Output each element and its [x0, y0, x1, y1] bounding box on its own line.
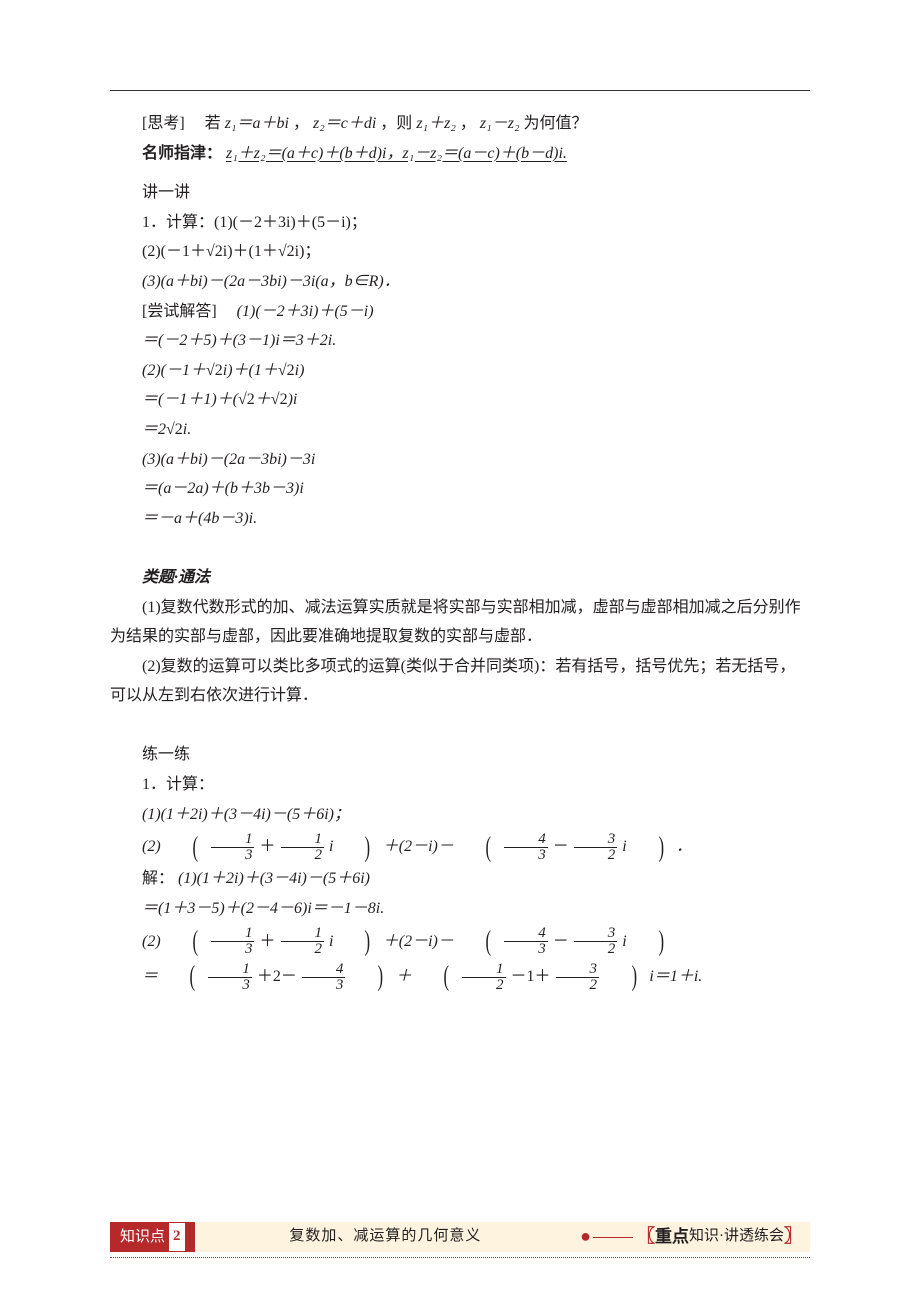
method-p1: (1)复数代数形式的加、减法运算实质就是将实部与实部相加减，虚部与虚部相加减之后…: [110, 593, 810, 652]
knowledge-label: 知识点 2: [110, 1222, 195, 1252]
sikao-label: [思考]: [142, 115, 201, 132]
left-bracket-icon: 〖: [637, 1220, 655, 1253]
knowledge-right: ● 〖 重点 知识·讲透练会 〗: [576, 1222, 810, 1252]
knowledge-number: 2: [169, 1223, 185, 1251]
frac-3-2: 32: [574, 832, 618, 863]
jiang-header: 讲一讲: [110, 178, 810, 208]
teacher-label: 名师指津：: [142, 145, 222, 162]
method-p2: (2)复数的运算可以类比多项式的运算(类似于合并同类项)：若有括号，括号优先；若…: [110, 652, 810, 711]
solution-line1b: ＝(1＋3－5)＋(2－4－6)i＝－1－8i.: [110, 894, 810, 924]
sol-label: 解：: [142, 870, 174, 887]
a1-l4: ＝2√2i.: [110, 415, 810, 445]
practice-q2: (2) ( 13 ＋ 12 i ) ＋(2－i)－ ( 43 － 32 i ) …: [110, 829, 810, 864]
teacher-tip: 名师指津： z₁＋z₂＝(a＋c)＋(b＋d)i，z₁－z₂＝(a－c)＋(b－…: [110, 139, 810, 169]
solution-line2: (2) ( 13 ＋ 12 i ) ＋(2－i)－ ( 43 － 32 i ): [110, 924, 810, 959]
method-title: 类题·通法: [110, 563, 810, 593]
bullet-icon: ●: [580, 1220, 591, 1253]
problem1-line1: 1．计算：(1)(－2＋3i)＋(5－i)；: [110, 208, 810, 238]
sikao-line: [思考] 若 z₁＝a＋bi ， z₂＝c＋di ，则 z₁＋z₂ ， z₁－z…: [110, 109, 810, 139]
solution-line3: ＝ ( 13 ＋2－ 43 ) ＋ ( 12 －1＋ 32 ) i＝1＋i.: [110, 959, 810, 994]
top-rule: [110, 90, 810, 91]
practice-q1: (1)(1＋2i)＋(3－4i)－(5＋6i)；: [110, 800, 810, 830]
problem1-line3: (3)(a＋bi)－(2a－3bi)－3i(a，b∈R)．: [110, 267, 810, 297]
a1-l1: ＝(－2＋5)＋(3－1)i＝3＋2i.: [110, 326, 810, 356]
practice-p1: 1．计算：: [110, 770, 810, 800]
lian-header: 练一练: [110, 740, 810, 770]
a1-l6: ＝(a－2a)＋(b＋3b－3)i: [110, 474, 810, 504]
frac-1-2: 12: [281, 832, 325, 863]
right-paren-icon: ): [346, 834, 371, 862]
left-paren-icon: (: [173, 834, 198, 862]
knowledge-title: 复数加、减运算的几何意义: [195, 1222, 577, 1252]
divider-line-icon: [593, 1237, 633, 1238]
a1-l7: ＝－a＋(4b－3)i.: [110, 504, 810, 534]
solution-line1: 解： (1)(1＋2i)＋(3－4i)－(5＋6i): [110, 864, 810, 894]
right-bracket-icon: 〗: [784, 1220, 802, 1253]
problem1-line2: (2)(－1＋√2i)＋(1＋√2i)；: [110, 237, 810, 267]
answer-head: [尝试解答] (1)(－2＋3i)＋(5－i): [110, 297, 810, 327]
teacher-answer: z₁＋z₂＝(a＋c)＋(b＋d)i，z₁－z₂＝(a－c)＋(b－d)i.: [226, 145, 567, 162]
answer-label: [尝试解答]: [142, 303, 233, 320]
frac-4-3: 43: [504, 832, 548, 863]
a1-l3: ＝(－1＋1)＋(√2＋√2)i: [110, 385, 810, 415]
a1-l2: (2)(－1＋√2i)＋(1＋√2i): [110, 356, 810, 386]
knowledge-point-band: 知识点 2 复数加、减运算的几何意义 ● 〖 重点 知识·讲透练会 〗: [110, 1222, 810, 1252]
dotted-rule: [110, 1257, 810, 1258]
a1-l5: (3)(a＋bi)－(2a－3bi)－3i: [110, 445, 810, 475]
frac-1-3: 13: [211, 832, 255, 863]
